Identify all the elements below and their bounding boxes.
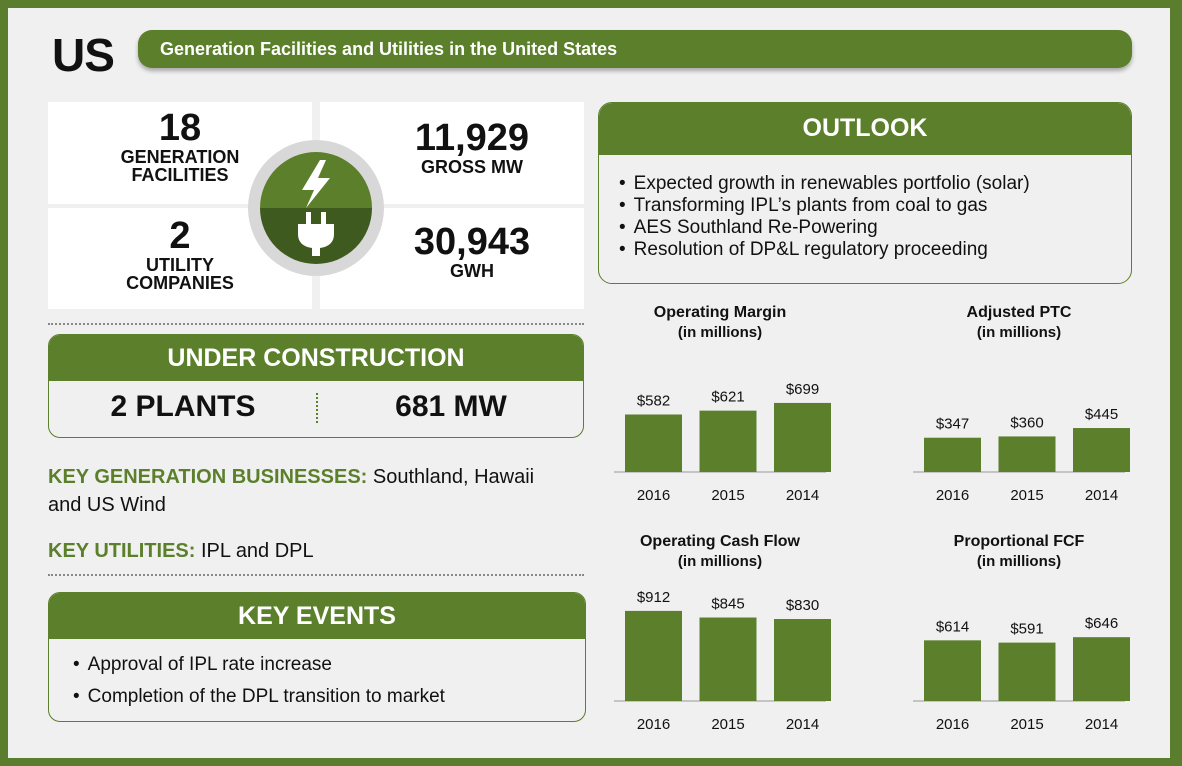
region-title: US	[52, 29, 115, 81]
facilities-label-2: FACILITIES	[131, 165, 229, 185]
data-label: $699	[786, 381, 819, 398]
data-label: $614	[936, 618, 969, 635]
power-plug-icon	[298, 212, 334, 256]
energy-hub	[248, 140, 384, 276]
data-label: $845	[711, 596, 744, 613]
data-label: $621	[711, 389, 744, 406]
utilities-label-1: UTILITY	[146, 255, 214, 275]
bar-2014	[774, 618, 831, 701]
bar-chart-plot: $614 2016 $591 2015 $646 2014	[913, 615, 1130, 731]
construction-separator	[316, 393, 318, 423]
chart-subtitle: (in millions)	[976, 553, 1062, 570]
chart-title: Operating Cash Flow	[639, 533, 800, 550]
bar-2014	[774, 402, 831, 472]
outlook-card: OUTLOOK Expected growth in renewables po…	[598, 102, 1132, 284]
x-tick-label: 2016	[637, 716, 670, 731]
outlook-item: AES Southland Re-Powering	[619, 217, 1030, 239]
construction-title: UNDER CONSTRUCTION	[49, 335, 583, 381]
x-tick-label: 2016	[936, 487, 969, 502]
bar-2016	[924, 437, 981, 472]
gwh-label: GWH	[450, 261, 494, 281]
x-tick-label: 2015	[711, 487, 744, 502]
data-label: $445	[1085, 406, 1118, 423]
infographic-panel: US Generation Facilities and Utilities i…	[8, 8, 1170, 758]
outlook-list: Expected growth in renewables portfolio …	[619, 173, 1030, 261]
lightning-bolt-icon	[302, 160, 330, 208]
bar-2016	[625, 610, 682, 701]
data-label: $646	[1085, 615, 1118, 632]
x-tick-label: 2015	[1010, 487, 1043, 502]
chart-operating-margin: Operating Margin (in millions) $582 2016 $…	[600, 302, 840, 502]
divider	[48, 323, 584, 325]
bar-2014	[1073, 637, 1130, 701]
x-tick-label: 2014	[786, 487, 819, 502]
key-utilities-label: KEY UTILITIES:	[48, 540, 196, 562]
key-generation: KEY GENERATION BUSINESSES: Southland, Ha…	[48, 463, 588, 519]
x-tick-label: 2015	[1010, 716, 1043, 731]
data-label: $912	[637, 589, 670, 606]
events-card: KEY EVENTS Approval of IPL rate increase…	[48, 592, 586, 722]
outlook-title: OUTLOOK	[599, 103, 1131, 155]
key-generation-text-2: and US Wind	[48, 494, 166, 516]
x-tick-label: 2016	[936, 716, 969, 731]
chart-title: Operating Margin	[653, 304, 787, 321]
divider	[48, 574, 584, 576]
bar-chart-plot: $347 2016 $360 2015 $445 2014	[913, 406, 1130, 502]
data-label: $591	[1010, 621, 1043, 638]
events-title: KEY EVENTS	[49, 593, 585, 639]
construction-card: UNDER CONSTRUCTION 2 PLANTS 681 MW	[48, 334, 584, 438]
chart-subtitle: (in millions)	[976, 324, 1062, 341]
construction-mw: 681 MW	[395, 390, 507, 423]
chart-title: Adjusted PTC	[966, 304, 1072, 321]
x-tick-label: 2015	[711, 716, 744, 731]
chart-operating-cash-flow: Operating Cash Flow (in millions) $912 20…	[600, 531, 840, 731]
stat-utilities: 2 UTILITY COMPANIES	[48, 208, 312, 309]
outlook-item: Transforming IPL’s plants from coal to g…	[619, 195, 1030, 217]
stat-facilities: 18 GENERATION FACILITIES	[48, 102, 312, 204]
gross-mw-value: 11,929	[414, 117, 530, 159]
facilities-value: 18	[158, 107, 202, 149]
x-tick-label: 2014	[1085, 716, 1118, 731]
chart-subtitle: (in millions)	[677, 324, 763, 341]
key-utilities: KEY UTILITIES: IPL and DPL	[48, 537, 588, 565]
bar-chart-plot: $912 2016 $845 2015 $830 2014	[614, 589, 831, 731]
bar-2015	[699, 617, 757, 701]
chart-adjusted-ptc: Adjusted PTC (in millions) $347 2016 $360 2…	[899, 302, 1139, 502]
data-label: $830	[786, 597, 819, 614]
chart-title: Proportional FCF	[953, 533, 1085, 550]
events-list: Approval of IPL rate increase Completion…	[73, 649, 445, 713]
event-item: Completion of the DPL transition to mark…	[73, 681, 445, 713]
bar-chart-plot: $582 2016 $621 2015 $699 2014	[614, 381, 831, 502]
x-tick-label: 2016	[637, 487, 670, 502]
bar-2015	[699, 410, 757, 472]
section-banner: Generation Facilities and Utilities in t…	[138, 30, 1132, 68]
bar-2016	[625, 414, 682, 472]
gwh-value: 30,943	[413, 221, 531, 263]
key-generation-label: KEY GENERATION BUSINESSES:	[48, 466, 368, 488]
outlook-item: Expected growth in renewables portfolio …	[619, 173, 1030, 195]
utilities-value: 2	[169, 215, 191, 257]
utilities-label-2: COMPANIES	[126, 273, 234, 293]
bar-2015	[998, 642, 1056, 701]
data-label: $360	[1010, 414, 1043, 431]
data-label: $582	[637, 392, 670, 409]
bar-2016	[924, 640, 981, 701]
bar-2014	[1073, 428, 1130, 472]
chart-subtitle: (in millions)	[677, 553, 763, 570]
outlook-item: Resolution of DP&L regulatory proceeding	[619, 239, 1030, 261]
key-generation-text: Southland, Hawaii	[367, 466, 535, 488]
chart-proportional-fcf: Proportional FCF (in millions) $614 2016 $…	[899, 531, 1139, 731]
event-item: Approval of IPL rate increase	[73, 649, 445, 681]
x-tick-label: 2014	[786, 716, 819, 731]
facilities-label-1: GENERATION	[120, 147, 240, 167]
hub-graphic	[260, 152, 372, 264]
bar-2015	[998, 436, 1056, 472]
data-label: $347	[936, 416, 969, 433]
key-utilities-text: IPL and DPL	[195, 540, 314, 562]
construction-plants: 2 PLANTS	[110, 390, 256, 423]
x-tick-label: 2014	[1085, 487, 1118, 502]
gross-mw-label: GROSS MW	[421, 157, 523, 177]
